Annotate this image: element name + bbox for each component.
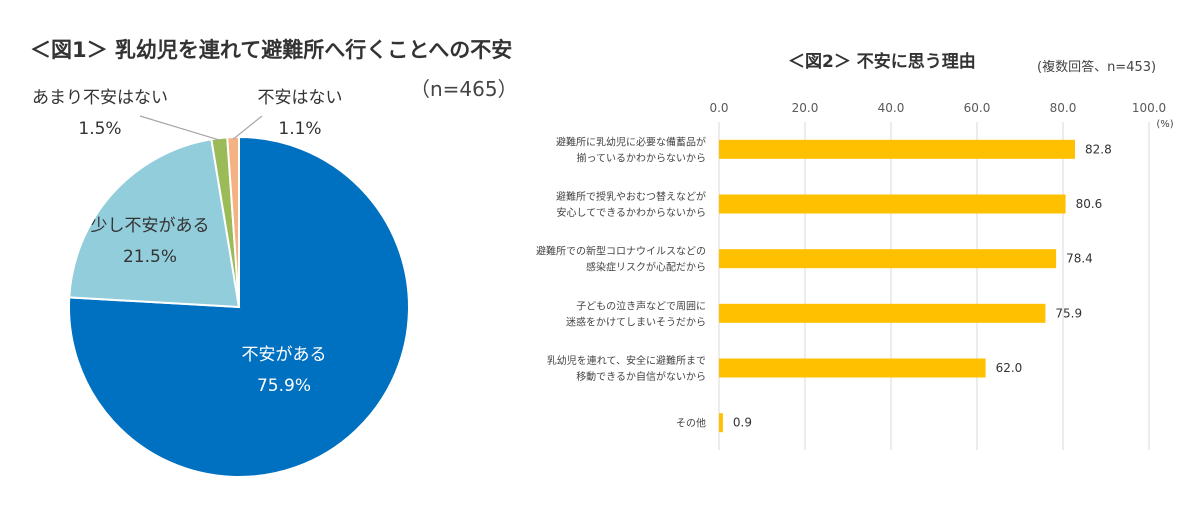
category-label: 乳幼児を連れて、安全に避難所まで bbox=[547, 354, 706, 367]
category-label: 迷惑をかけてしまいそうだから bbox=[566, 315, 706, 328]
pie-slice-label: 不安がある bbox=[242, 345, 327, 365]
category-label: 避難所での新型コロナウイルスなどの bbox=[536, 245, 706, 258]
bar-value-label: 78.4 bbox=[1066, 252, 1093, 266]
x-tick-label: 20.0 bbox=[792, 101, 819, 115]
pie-slice bbox=[226, 135, 240, 308]
bar-value-label: 80.6 bbox=[1076, 197, 1103, 211]
pie-slice-label: 不安はない bbox=[258, 88, 343, 108]
category-label: 移動できるか自信がないから bbox=[576, 370, 706, 383]
bar bbox=[719, 413, 723, 433]
category-label: 子どもの泣き声などで周囲に bbox=[576, 299, 706, 312]
pie-chart: 不安がある 75.9% 少し不安がある 21.5% あまり不安はない 1.5% 不安はない 1… bbox=[32, 88, 410, 478]
x-tick-label: 80.0 bbox=[1050, 101, 1077, 115]
figure2-title: ＜図2＞ 不安に思う理由 bbox=[788, 52, 976, 72]
pie-slice-value: 21.5% bbox=[123, 247, 177, 267]
bar-value-label: 0.9 bbox=[733, 416, 752, 430]
category-label: 安心してできるかわからないから bbox=[557, 206, 707, 219]
figure1-title: ＜図1＞ 乳幼児を連れて避難所へ行くことへの不安 bbox=[30, 38, 513, 62]
pie-slice-value: 75.9% bbox=[257, 376, 311, 396]
x-tick-label: 100.0 bbox=[1132, 101, 1166, 115]
bar bbox=[719, 358, 986, 378]
pie-slice bbox=[68, 135, 410, 478]
bar-value-label: 62.0 bbox=[996, 361, 1023, 375]
category-label: 感染症リスクが心配だから bbox=[586, 261, 706, 274]
leader-line bbox=[139, 115, 220, 141]
x-tick-label: 0.0 bbox=[709, 101, 728, 115]
bar-value-label: 82.8 bbox=[1085, 142, 1112, 156]
x-tick-label: 60.0 bbox=[964, 101, 991, 115]
category-label: 避難所に乳幼児に必要な備蓄品が bbox=[556, 135, 706, 148]
category-label: 避難所で授乳やおむつ替えなどが bbox=[556, 190, 706, 203]
bar bbox=[719, 139, 1075, 159]
figure2-sample-size: (複数回答、n=453) bbox=[1037, 60, 1157, 75]
pie-slice-value: 1.1% bbox=[278, 119, 321, 139]
figure1-sample-size: （n=465） bbox=[410, 77, 518, 101]
bar bbox=[719, 249, 1057, 269]
pie-slice bbox=[68, 138, 241, 309]
leader-line bbox=[232, 115, 263, 140]
pie-slice-value: 1.5% bbox=[78, 119, 121, 139]
bar bbox=[719, 303, 1046, 323]
bar bbox=[719, 194, 1066, 214]
category-label: その他 bbox=[676, 417, 706, 430]
unit-label: (%) bbox=[1156, 119, 1173, 130]
x-tick-label: 40.0 bbox=[878, 101, 905, 115]
bar-value-label: 75.9 bbox=[1055, 306, 1082, 320]
pie-slice-label: 少し不安がある bbox=[91, 216, 210, 236]
category-label: 揃っているかわからないから bbox=[577, 151, 707, 164]
pie-slice-label: あまり不安はない bbox=[32, 88, 168, 108]
